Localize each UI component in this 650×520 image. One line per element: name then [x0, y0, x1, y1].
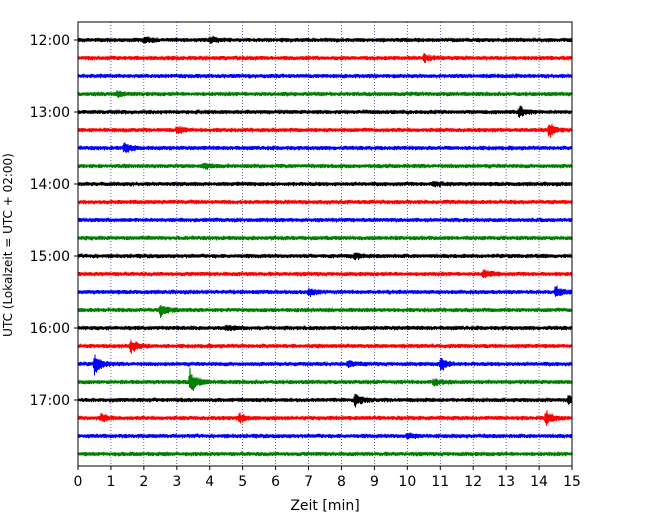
- trace-line: [77, 432, 573, 440]
- trace-line: [77, 354, 573, 376]
- trace-line: [77, 285, 573, 297]
- y-axis-ticks: 12:00 13:00 14:00 15:00 16:00 17:00: [30, 33, 78, 409]
- x-axis-label: Zeit [min]: [290, 498, 359, 514]
- plot-frame: [77, 21, 573, 467]
- trace-line: [77, 180, 573, 188]
- y-tick-label: 17:00: [30, 393, 70, 409]
- trace-line: [77, 269, 573, 279]
- trace-line: [77, 304, 573, 318]
- x-tick-label: 8: [337, 474, 346, 490]
- trace-line: [77, 73, 573, 79]
- trace-line: [77, 142, 573, 153]
- x-tick-label: 11: [431, 474, 449, 490]
- x-tick-label: 14: [530, 474, 548, 490]
- x-tick-label: 6: [271, 474, 280, 490]
- trace-line: [77, 90, 573, 99]
- y-tick-label: 14:00: [30, 177, 70, 193]
- y-tick-label: 13:00: [30, 105, 70, 121]
- trace-line: [77, 339, 573, 354]
- x-tick-label: 7: [304, 474, 313, 490]
- x-tick-label: 12: [464, 474, 482, 490]
- trace-line: [77, 217, 573, 223]
- trace-line: [77, 409, 573, 426]
- trace-line: [77, 451, 573, 457]
- x-tick-label: 13: [497, 474, 515, 490]
- x-tick-label: 2: [139, 474, 148, 490]
- y-tick-label: 16:00: [30, 321, 70, 337]
- trace-line: [77, 324, 573, 332]
- trace-line: [77, 52, 573, 63]
- trace-line: [77, 35, 573, 44]
- y-axis-label: UTC (Lokalzeit = UTC + 02:00): [1, 153, 15, 337]
- y-tick-label: 12:00: [30, 33, 70, 49]
- trace-group: [77, 35, 573, 457]
- x-tick-label: 0: [74, 474, 83, 490]
- x-tick-label: 15: [563, 474, 581, 490]
- x-tick-label: 3: [172, 474, 181, 490]
- trace-line: [77, 105, 573, 118]
- x-axis-ticks: 0 1 2 3 4 5 6 7 8 9 10 11 12 13 14 15: [74, 466, 581, 490]
- trace-line: [77, 162, 573, 170]
- trace-line: [77, 123, 573, 138]
- x-tick-label: 4: [205, 474, 214, 490]
- trace-line: [77, 235, 573, 241]
- x-tick-label: 9: [370, 474, 379, 490]
- x-tick-label: 10: [398, 474, 416, 490]
- x-tick-label: 1: [106, 474, 115, 490]
- trace-line: [77, 199, 573, 205]
- trace-line: [77, 393, 573, 408]
- trace-line: [77, 367, 573, 391]
- trace-line: [77, 252, 573, 261]
- vertical-gridlines: [110, 22, 540, 466]
- y-tick-label: 15:00: [30, 249, 70, 265]
- x-tick-label: 5: [238, 474, 247, 490]
